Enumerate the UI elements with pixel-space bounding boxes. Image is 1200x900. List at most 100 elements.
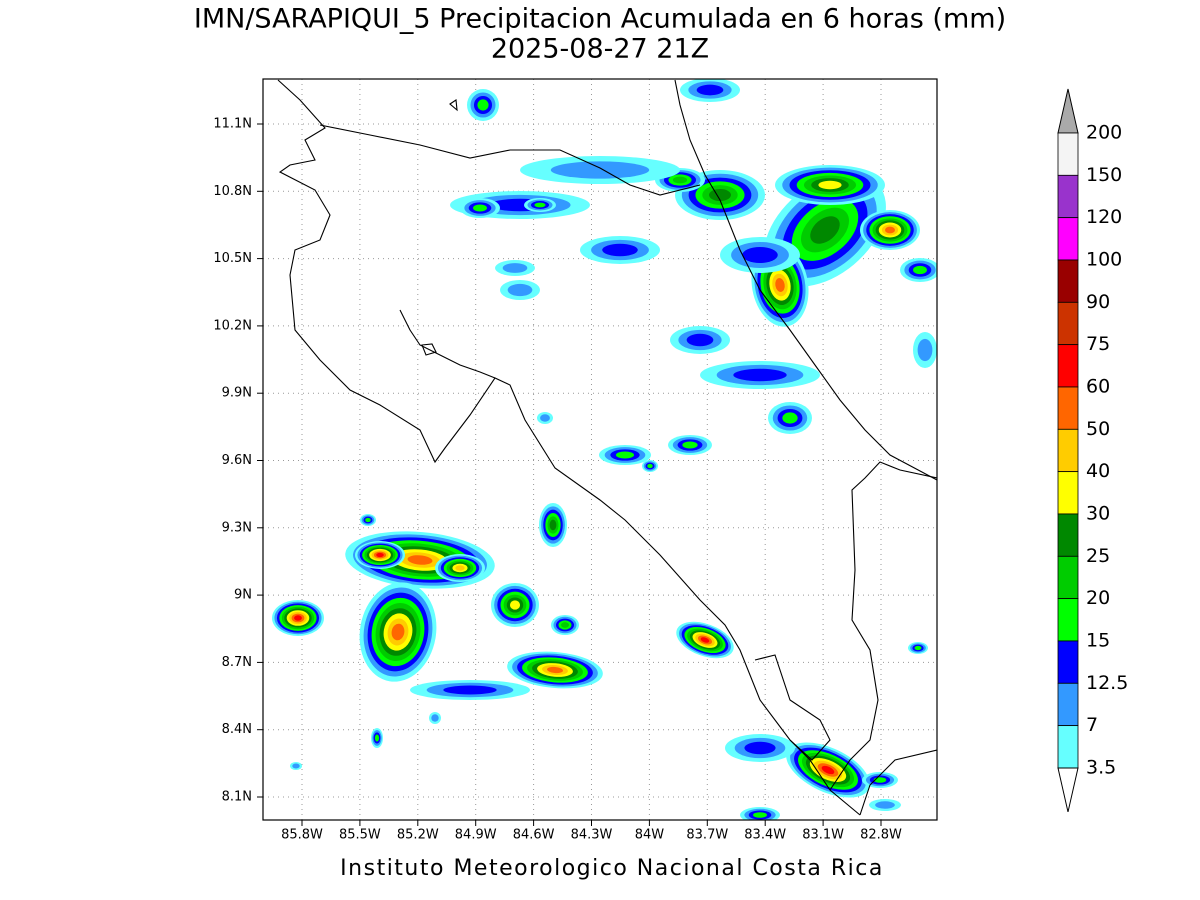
coastlines <box>277 79 937 816</box>
colorbar-label: 60 <box>1086 375 1110 397</box>
rain-cell <box>365 517 371 523</box>
rain-cell <box>885 226 895 234</box>
color-box <box>1057 471 1079 515</box>
rain-cell <box>744 741 776 755</box>
lat-label: 8.7N <box>222 655 252 670</box>
lat-label: 11.1N <box>213 117 252 132</box>
rain-cell <box>917 338 933 362</box>
under-arrow <box>1057 767 1079 813</box>
color-box <box>1057 344 1079 388</box>
colorbar: 200 150 120 100 90 75 60 50 40 30 25 20 15 12.5 7 3.5 <box>1057 88 1128 813</box>
colorbar-label: 50 <box>1086 418 1110 440</box>
rain-cell <box>391 623 405 641</box>
rain-cell <box>473 204 487 212</box>
rain-cell <box>810 216 840 244</box>
rain-cell <box>509 600 521 610</box>
lon-label: 84.9W <box>455 828 497 843</box>
rain-cell <box>602 243 638 257</box>
rain-cell <box>507 283 533 297</box>
colorbar-label: 7 <box>1086 714 1098 736</box>
lon-label: 85.8W <box>281 828 323 843</box>
rain-cell <box>431 714 439 722</box>
rain-cell <box>549 519 557 531</box>
rain-cell <box>443 685 497 695</box>
nicoya-gulf <box>399 309 496 379</box>
rain-cell <box>294 615 302 621</box>
precipitation <box>272 79 937 820</box>
lat-label: 9.9N <box>222 386 252 401</box>
over-arrow <box>1057 88 1079 134</box>
burica <box>859 749 937 816</box>
rain-cell <box>647 463 653 469</box>
lat-label: 9.3N <box>222 520 252 535</box>
color-box <box>1057 259 1079 303</box>
colorbar-label: 40 <box>1086 460 1110 482</box>
rain-cell <box>875 801 895 809</box>
rain-cell <box>615 451 635 459</box>
lat-label: 8.4N <box>222 722 252 737</box>
pacific-coast <box>277 79 861 816</box>
panama-border <box>829 461 937 791</box>
title: IMN/SARAPIQUI_5 Precipitacion Acumulada … <box>194 4 1006 35</box>
colorbar-label: 30 <box>1086 502 1110 524</box>
colorbar-label: 150 <box>1086 164 1122 186</box>
islet <box>449 99 458 112</box>
rain-cell <box>540 414 550 422</box>
rain-cell <box>686 333 714 347</box>
rain-cell <box>913 265 927 275</box>
lon-label: 83.4W <box>744 828 786 843</box>
rain-cell <box>753 812 767 818</box>
rain-cell <box>682 441 698 449</box>
rain-cell <box>376 552 384 558</box>
lon-label: 82.8W <box>860 828 902 843</box>
rain-cell <box>696 84 724 96</box>
color-box <box>1057 555 1079 600</box>
rain-cell <box>534 202 546 208</box>
rain-cell <box>407 555 433 565</box>
nicaragua-border <box>319 124 701 196</box>
rain-cell <box>561 622 569 628</box>
color-box <box>1057 640 1079 684</box>
colorbar-label: 200 <box>1086 122 1122 144</box>
lon-label: 84W <box>635 828 665 843</box>
rain-cell <box>477 99 489 111</box>
rain-cell <box>818 180 842 190</box>
lat-label: 10.5N <box>213 251 252 266</box>
color-box <box>1057 682 1079 727</box>
island <box>421 343 437 356</box>
caribbean-coast <box>674 79 937 481</box>
rain-cell <box>700 637 710 643</box>
color-box <box>1057 174 1079 219</box>
rain-cell <box>547 666 563 674</box>
color-box <box>1057 725 1079 769</box>
color-box <box>1057 132 1079 176</box>
color-box <box>1057 386 1079 430</box>
rain-cell <box>775 278 785 292</box>
lat-label: 9N <box>234 588 252 603</box>
color-box <box>1057 513 1079 557</box>
rain-cell <box>550 161 650 179</box>
lat-label: 9.6N <box>222 453 252 468</box>
colorbar-label: 100 <box>1086 248 1122 270</box>
color-box <box>1057 598 1079 642</box>
map-frame <box>262 78 938 821</box>
rain-cell <box>782 412 798 424</box>
colorbar-label: 25 <box>1086 545 1110 567</box>
lat-label: 10.8N <box>213 184 252 199</box>
color-box <box>1057 301 1079 346</box>
lon-label: 85.5W <box>339 828 381 843</box>
colorbar-label: 15 <box>1086 629 1110 651</box>
colorbar-label: 90 <box>1086 291 1110 313</box>
lat-label: 10.2N <box>213 318 252 333</box>
color-box <box>1057 428 1079 473</box>
lon-label: 84.3W <box>571 828 613 843</box>
colorbar-label: 3.5 <box>1086 756 1116 778</box>
lon-label: 83.1W <box>802 828 844 843</box>
colorbar-label: 75 <box>1086 333 1110 355</box>
colorbar-label: 12.5 <box>1086 672 1128 694</box>
lon-label: 85.2W <box>397 828 439 843</box>
lon-label: 83.7W <box>686 828 728 843</box>
rain-cell <box>742 247 778 263</box>
rain-cell <box>672 176 688 184</box>
